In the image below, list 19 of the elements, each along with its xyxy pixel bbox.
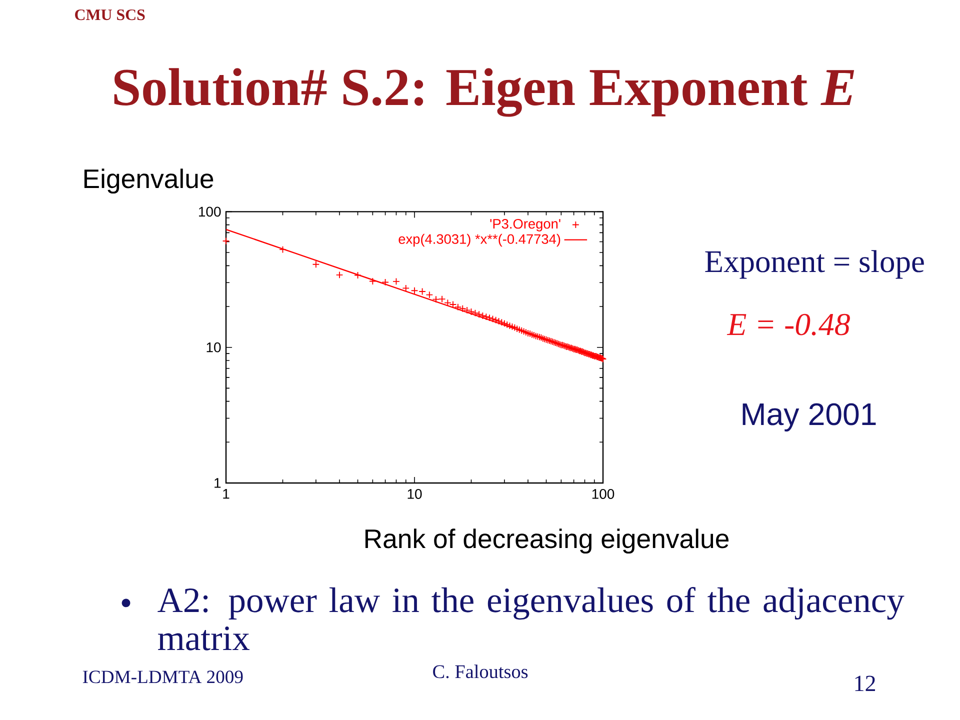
x-tick-label: 1 [223,489,230,499]
text: E = -0.48 [726,314,850,336]
y-axis-title: Eigenvalue [84,168,214,194]
x-tick-label: 100 [592,489,614,499]
y-tick-label: 10 [206,342,221,352]
y-tick-label: 1 [214,478,221,488]
text: 12 [855,676,875,691]
text: Exponent = slope [705,250,924,279]
text: C. Faloutsos [433,664,528,678]
chart-title: Solution# S.2: Eigen Exponent E [114,68,854,117]
text: A2: power law in the eigenvalues of the adjacency matrix [158,586,904,650]
x-tick-label: 10 [408,489,422,499]
y-tick-label: 100 [199,206,221,217]
legend-label: 'P3.Oregon' [490,218,560,232]
text: CMU SCS [75,9,145,20]
text: ICDM-LDMTA 2009 [82,670,243,684]
legend-label: exp(4.3031) *x**(-0.47734) [398,234,560,247]
text: May 2001 [742,403,876,432]
x-axis-title: Rank of decreasing eigenvalue [365,528,729,554]
